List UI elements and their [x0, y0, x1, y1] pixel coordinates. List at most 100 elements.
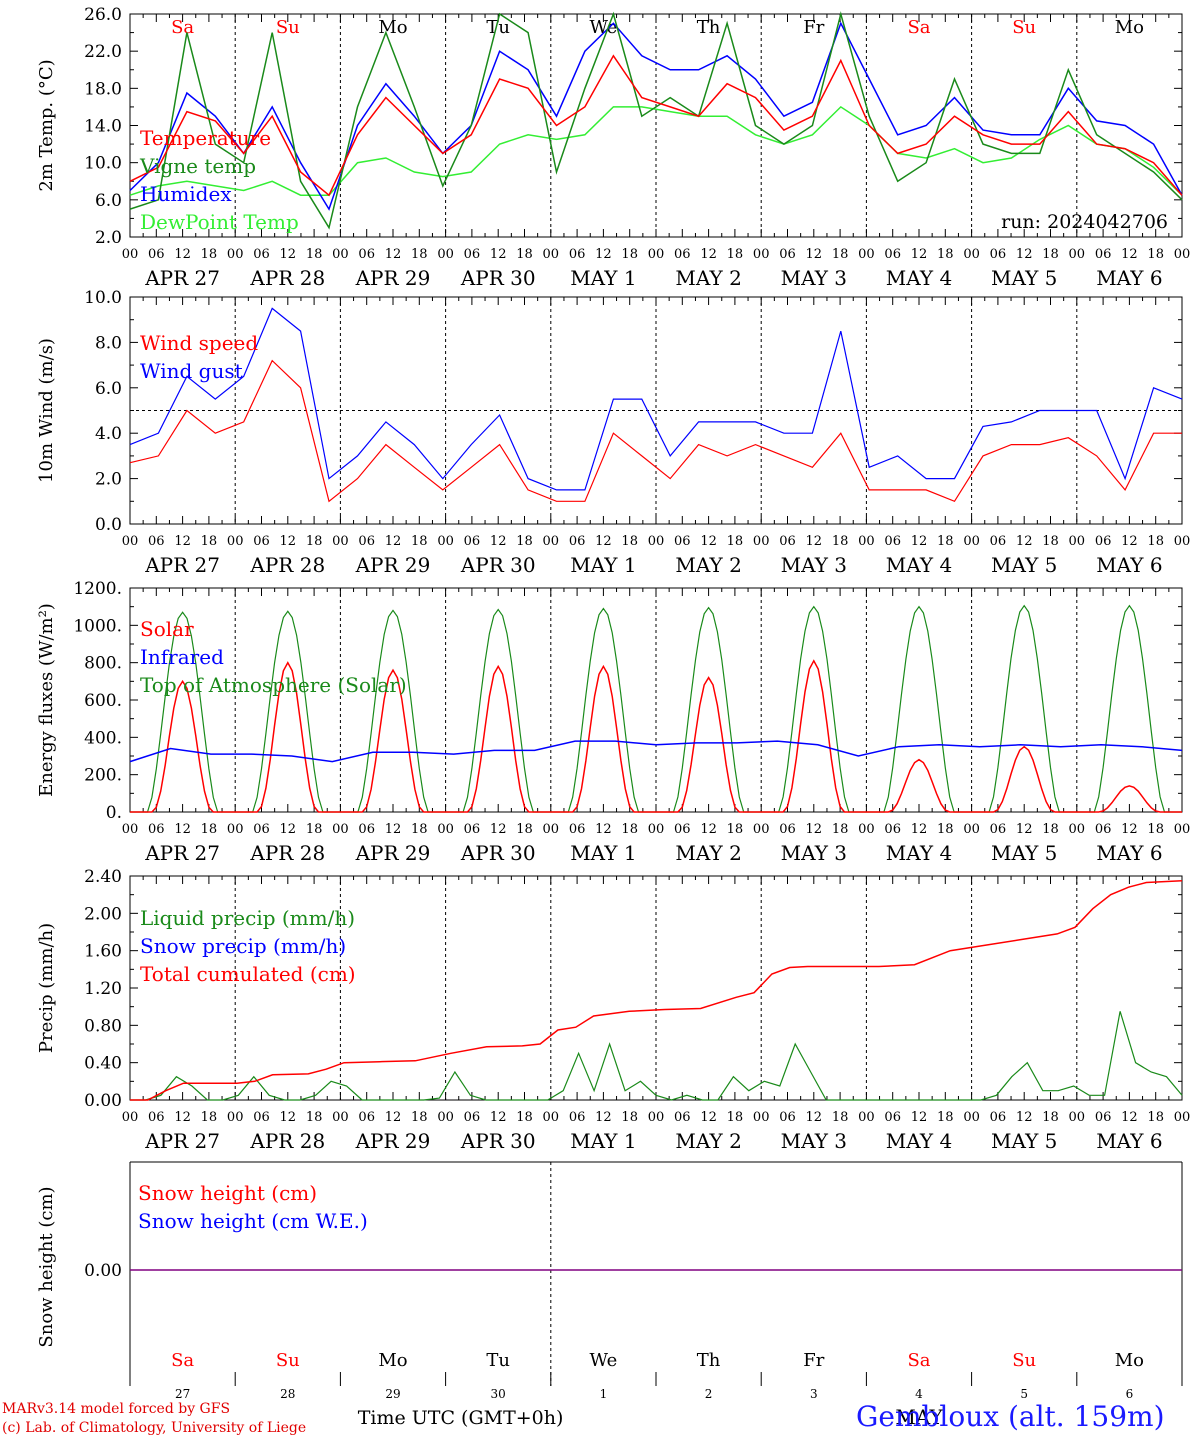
- hour-tick-label: 12: [280, 247, 297, 262]
- weekday-label: Mo: [1115, 1350, 1144, 1371]
- series-line: [129, 54, 1183, 197]
- y-tick-label: 1.20: [84, 979, 122, 999]
- panel-4: 00 06 12 18 00 06 12 18 00 06 12 18 00 06 12 18 00 06 12 18…: [36, 867, 1190, 1153]
- y-tick-label: 4.0: [95, 424, 122, 444]
- date-label: APR 27: [144, 1129, 220, 1153]
- weekday-label: Th: [697, 1350, 721, 1371]
- legend-entry: Temperature: [140, 126, 271, 150]
- legend-entry: Solar: [140, 617, 194, 641]
- date-label: MAY 3: [781, 553, 847, 577]
- hour-tick-label: 00: [858, 1110, 875, 1125]
- hour-tick-label: 18: [411, 534, 428, 549]
- date-label: MAY 1: [570, 553, 636, 577]
- hour-tick-label: 00: [1069, 1110, 1086, 1125]
- hour-tick-label: 18: [201, 534, 218, 549]
- hour-tick-label: 18: [1147, 1110, 1164, 1125]
- hour-tick-label: 12: [1016, 247, 1033, 262]
- month-label: MAY: [895, 1405, 943, 1429]
- hour-tick-label: 06: [884, 822, 901, 837]
- hour-tick-label: 12: [911, 247, 928, 262]
- weekday-label: Su: [1012, 17, 1036, 38]
- y-tick-label: 400.: [84, 728, 122, 748]
- y-axis-label: 10m Wind (m/s): [36, 338, 57, 483]
- y-tick-label: 22.0: [84, 42, 122, 62]
- hour-tick-label: 00: [753, 534, 770, 549]
- hour-tick-label: 06: [569, 247, 586, 262]
- date-label: MAY 6: [1096, 1129, 1162, 1153]
- series-line: [130, 1011, 1183, 1101]
- y-tick-label: 8.0: [95, 333, 122, 353]
- hour-tick-label: 12: [490, 247, 507, 262]
- hour-tick-label: 06: [464, 1110, 481, 1125]
- hour-tick-label: 00: [1069, 247, 1086, 262]
- date-label: APR 28: [249, 1129, 325, 1153]
- date-label: APR 27: [144, 841, 220, 865]
- hour-tick-label: 18: [411, 1110, 428, 1125]
- hour-tick-label: 18: [201, 247, 218, 262]
- panel-3: 00 06 12 18 00 06 12 18 00 06 12 18 00 06 12 18 00 06 12 18…: [36, 579, 1190, 865]
- hour-tick-label: 06: [253, 1110, 270, 1125]
- hour-tick-label: 00: [648, 1110, 665, 1125]
- hour-tick-label: 06: [358, 1110, 375, 1125]
- hour-tick-label: 00: [122, 534, 139, 549]
- hour-tick-label: 00: [1069, 822, 1086, 837]
- hour-tick-label: 18: [621, 822, 638, 837]
- hour-tick-label: 00: [648, 247, 665, 262]
- hour-tick-label: 00: [437, 1110, 454, 1125]
- date-label: MAY 2: [675, 553, 741, 577]
- hour-tick-label: 12: [595, 1110, 612, 1125]
- date-label: MAY 6: [1096, 266, 1162, 290]
- hour-tick-label: 12: [806, 1110, 823, 1125]
- hour-tick-label: 00: [437, 534, 454, 549]
- hour-tick-label: 06: [884, 1110, 901, 1125]
- hour-tick-label: 00: [227, 822, 244, 837]
- hour-tick-label: 18: [516, 822, 533, 837]
- date-label: APR 28: [249, 553, 325, 577]
- hour-tick-label: 18: [516, 1110, 533, 1125]
- hour-tick-label: 12: [174, 534, 191, 549]
- hour-tick-label: 06: [990, 822, 1007, 837]
- hour-tick-label: 00: [332, 534, 349, 549]
- hour-tick-label: 06: [1095, 247, 1112, 262]
- weekday-label: We: [590, 17, 618, 38]
- hour-tick-label: 12: [1121, 1110, 1138, 1125]
- date-label: APR 30: [460, 553, 536, 577]
- weekday-label: Fr: [803, 1350, 824, 1371]
- weekday-label: Sa: [171, 17, 194, 38]
- weekday-label: Su: [276, 1350, 300, 1371]
- hour-tick-label: 12: [385, 247, 402, 262]
- y-axis-label: Energy fluxes (W/m²): [36, 603, 57, 797]
- y-tick-label: 2.0: [95, 228, 122, 248]
- date-label: APR 27: [144, 553, 220, 577]
- date-label: MAY 1: [570, 266, 636, 290]
- y-tick-label: 0.40: [84, 1054, 122, 1074]
- hour-tick-label: 00: [1174, 534, 1191, 549]
- legend-entry: Snow precip (mm/h): [140, 934, 346, 958]
- hour-tick-label: 00: [1069, 534, 1086, 549]
- hour-tick-label: 06: [358, 822, 375, 837]
- y-tick-label: 18.0: [84, 79, 122, 99]
- hour-tick-label: 00: [437, 822, 454, 837]
- hour-tick-label: 00: [122, 247, 139, 262]
- hour-tick-label: 00: [648, 534, 665, 549]
- date-label: MAY 3: [781, 266, 847, 290]
- hour-tick-label: 18: [306, 247, 323, 262]
- day-number: 2: [705, 1387, 713, 1401]
- hour-tick-label: 12: [911, 534, 928, 549]
- hour-tick-label: 06: [464, 822, 481, 837]
- date-label: MAY 5: [991, 553, 1057, 577]
- hour-tick-label: 18: [937, 1110, 954, 1125]
- hour-tick-label: 12: [490, 534, 507, 549]
- hour-tick-label: 00: [543, 534, 560, 549]
- hour-tick-label: 00: [753, 822, 770, 837]
- hour-tick-label: 12: [174, 822, 191, 837]
- hour-tick-label: 06: [1095, 822, 1112, 837]
- legend-entry: Vigne temp: [139, 154, 256, 178]
- hour-tick-label: 18: [937, 247, 954, 262]
- day-number: 29: [385, 1387, 400, 1401]
- plot-frame: [129, 587, 1183, 813]
- series-line: [129, 740, 1183, 763]
- legend-entry: Wind gust: [140, 359, 243, 383]
- hour-tick-label: 00: [963, 1110, 980, 1125]
- legend-entry: Total cumulated (cm): [140, 962, 356, 986]
